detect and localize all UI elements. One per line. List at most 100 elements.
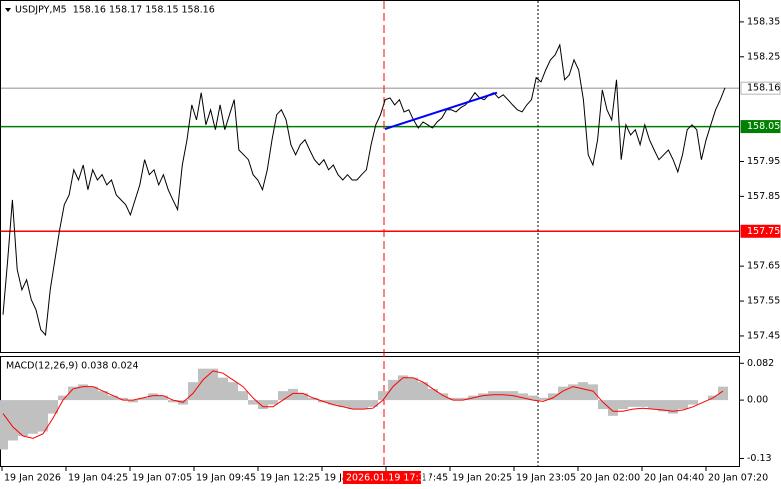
x-tick-label: 20 Jan 04:40 (644, 473, 704, 484)
price-line (2, 43, 726, 337)
histogram-bar (628, 400, 638, 407)
histogram-bar (638, 400, 648, 407)
histogram-bar (558, 386, 568, 401)
histogram-bar (168, 400, 178, 403)
histogram-bar (338, 400, 348, 407)
histogram-bar (448, 397, 458, 401)
histogram-bar (398, 375, 408, 401)
histogram-bar (118, 397, 128, 401)
x-tick-label: 20 Jan 02:00 (580, 473, 640, 484)
histogram-bar (198, 368, 208, 401)
histogram-bar (78, 384, 88, 401)
histogram-bar (328, 400, 338, 405)
cursor-time-bg (343, 471, 421, 484)
y-tick-label: 158.25 (747, 51, 780, 62)
histogram-bar (428, 388, 438, 401)
histogram-bar (598, 400, 608, 410)
x-tick-label: 19 Jan 12:25 (260, 473, 320, 484)
histogram-bar (278, 391, 288, 401)
histogram-bar (148, 393, 158, 401)
y-tick-label: 157.45 (747, 330, 780, 341)
histogram-bar (648, 400, 658, 410)
macd-title: MACD(12,26,9) 0.038 0.024 (6, 361, 139, 372)
histogram-bar (188, 382, 198, 401)
histogram-bar (658, 400, 668, 412)
histogram-bar (568, 384, 578, 401)
histogram-bar (418, 382, 428, 401)
histogram-bar (68, 386, 78, 401)
x-tick-label: 20 Jan 07:20 (708, 473, 768, 484)
x-tick-label: 19 Jan 23:05 (516, 473, 576, 484)
histogram-bar (298, 393, 308, 401)
histogram-bar (258, 400, 268, 410)
y-tick-label: 157.65 (747, 261, 780, 272)
histogram-bar (498, 391, 508, 401)
histogram-bar (18, 400, 28, 437)
histogram-bar (668, 400, 678, 414)
histogram-bar (228, 382, 238, 401)
histogram-bar (678, 400, 688, 410)
histogram-bar (238, 391, 248, 401)
level-label-bg (740, 81, 781, 95)
histogram-bar (718, 386, 728, 401)
histogram-bar (208, 368, 218, 401)
histogram-bar (58, 395, 68, 401)
histogram-bar (368, 400, 378, 407)
y-tick-label: 157.85 (747, 191, 780, 202)
histogram-bar (458, 397, 468, 401)
x-tick-label: 19 Jan 20:25 (452, 473, 512, 484)
histogram-bar (268, 400, 278, 405)
histogram-bar (308, 397, 318, 401)
histogram-bar (98, 391, 108, 401)
histogram-bar (408, 377, 418, 401)
histogram-bar (478, 393, 488, 401)
histogram-bar (288, 388, 298, 401)
histogram-bar (348, 400, 358, 410)
level-label: 158.16 (747, 83, 780, 94)
histogram-bar (488, 391, 498, 401)
histogram-bar (388, 379, 398, 401)
x-tick-label: 19 Jan 2026 (4, 473, 61, 484)
histogram-bar (618, 400, 628, 410)
cursor-time: 2026.01.19 17:35 (346, 473, 431, 484)
y-tick-label: 158.35 (747, 16, 780, 27)
histogram-bar (438, 393, 448, 401)
histogram-bar (158, 395, 168, 401)
histogram-bar (38, 400, 48, 432)
histogram-bar (518, 393, 528, 401)
histogram-bar (608, 400, 618, 416)
histogram-bar (128, 400, 138, 403)
y-tick-label: -0.13 (747, 453, 772, 464)
menu-icon (5, 8, 11, 12)
y-tick-label: 157.95 (747, 156, 780, 167)
histogram-bar (538, 397, 548, 401)
histogram-bar (358, 400, 368, 410)
histogram-bar (138, 397, 148, 401)
histogram-bar (218, 377, 228, 401)
level-label: 157.75 (747, 226, 780, 237)
histogram-bar (248, 400, 258, 405)
histogram-bar (108, 395, 118, 401)
level-label-bg (740, 224, 781, 238)
level-label-bg (740, 120, 781, 134)
histogram-bar (548, 393, 558, 401)
histogram-bar (8, 400, 18, 441)
histogram-bar (88, 386, 98, 401)
y-tick-label: 157.55 (747, 296, 780, 307)
histogram-bar (48, 400, 58, 414)
histogram-bar (378, 391, 388, 401)
histogram-bar (688, 400, 698, 405)
price-pane-frame (0, 0, 740, 353)
histogram-bar (578, 382, 588, 401)
y-tick-label: 0.00 (747, 395, 768, 406)
y-tick-label: 0.082 (747, 358, 774, 369)
signal-line (2, 370, 724, 439)
x-tick-label: 19 Jan 04:25 (68, 473, 128, 484)
chart-title: USDJPY,M5 158.16 158.17 158.15 158.16 (15, 5, 215, 16)
macd-pane-frame (0, 356, 740, 467)
histogram-bar (28, 400, 38, 434)
x-tick-label: 19 Jan 07:05 (132, 473, 192, 484)
trend-line (384, 91, 498, 130)
histogram-bar (528, 395, 538, 401)
